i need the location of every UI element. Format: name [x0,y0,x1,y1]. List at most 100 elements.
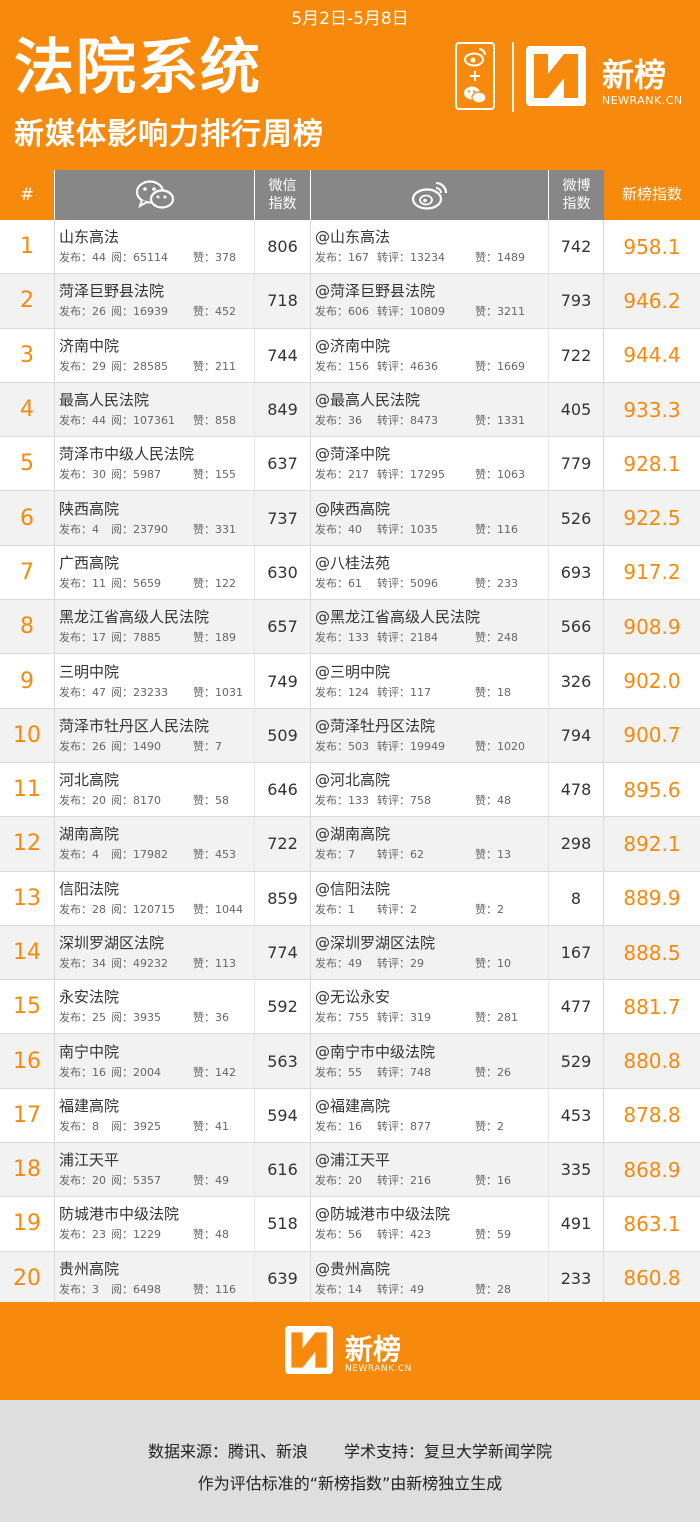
weibo-stat-reposts: 转评：423 [377,1226,475,1242]
wechat-stat-likes: 赞：142 [193,1064,253,1080]
stat-label: 发布： [59,902,92,916]
wechat-index-cell: 806 [254,220,310,274]
stat-label: 发布： [59,414,92,428]
weibo-stat-posts: 发布：167 [315,249,377,265]
stat-value: 14 [348,1282,362,1296]
wechat-stat-likes: 赞：41 [193,1118,253,1134]
stat-label: 赞： [193,1228,215,1242]
stat-label: 赞： [475,468,497,482]
weibo-stat-likes: 赞：116 [475,521,545,537]
weibo-stats: 发布：36 转评：8473 赞：1331 [315,412,545,428]
wechat-stat-reads: 阅：2004 [111,1064,193,1080]
wechat-index-cell: 722 [254,817,310,871]
stat-label: 转评： [377,414,410,428]
wechat-index-cell: 744 [254,328,310,382]
wechat-icon [464,86,487,104]
stat-value: 211 [215,359,236,373]
stat-value: 16 [497,1174,511,1188]
weibo-index-cell: 722 [548,328,604,382]
stat-value: 452 [215,305,236,319]
stat-label: 赞： [475,359,497,373]
weibo-icon [464,48,486,67]
stat-value: 18 [497,685,511,699]
stat-label: 发布： [59,957,92,970]
stat-value: 28585 [133,359,168,373]
stat-value: 1063 [497,468,525,482]
wechat-stat-reads: 阅：5987 [111,466,193,482]
weibo-account-cell: @最高人民法院 发布：36 转评：8473 赞：1331 [310,382,548,437]
stat-value: 44 [92,251,106,265]
stat-value: 16 [92,1065,106,1079]
stat-value: 378 [215,251,236,265]
newrank-score-cell: 868.9 [623,1157,681,1182]
table-row: 2 菏泽巨野县法院 发布：26 阅：16939 赞：452 718 @菏泽巨野县法院 发布：6… [0,274,700,329]
wechat-stat-reads: 阅：16939 [111,303,193,319]
table-row: 3 济南中院 发布：29 阅：28585 赞：211 744 @济南中院 发布：156 转评：4… [0,328,700,383]
weibo-account-cell: @河北高院 发布：133 转评：758 赞：48 [310,762,548,817]
wechat-stat-likes: 赞：116 [193,1281,253,1297]
wechat-index-cell: 774 [254,925,310,980]
wechat-stat-likes: 赞：1044 [193,901,253,917]
wechat-stat-reads: 阅：17982 [111,846,193,862]
wechat-stat-reads: 阅：120715 [111,901,193,917]
stat-label: 赞： [475,631,497,645]
weibo-stat-posts: 发布：7 [315,846,377,862]
stat-value: 133 [348,631,369,645]
table-row: 14 深圳罗湖区法院 发布：34 阅：49232 赞：113 774 @深圳罗湖区法院 发布：… [0,925,700,981]
stat-value: 6498 [133,1282,161,1296]
weibo-stat-likes: 赞：1331 [475,412,545,428]
stat-value: 29 [92,359,106,373]
wechat-stat-reads: 阅：107361 [111,412,193,428]
stat-value: 120715 [133,902,175,916]
stat-value: 49 [215,1174,229,1188]
rank-cell: 8 [20,614,34,640]
weibo-stat-likes: 赞：16 [475,1172,545,1188]
stat-value: 49 [348,957,362,970]
weibo-stat-posts: 发布：56 [315,1226,377,1242]
wechat-stats: 发布：4 阅：17982 赞：453 [59,846,253,862]
stat-label: 发布： [59,1011,92,1025]
data-source: 数据来源：腾讯、新浪 [147,1442,308,1461]
weibo-account-cell: @菏泽牡丹区法院 发布：503 转评：19949 赞：1020 [310,708,548,762]
col-rank-header: # [19,184,35,205]
wechat-stat-posts: 发布：30 [59,466,111,482]
rank-cell: 18 [13,1157,41,1183]
weibo-stat-likes: 赞：2 [475,1118,545,1134]
col-wechat-index-header: 微信 指数 [254,170,310,220]
wechat-stats: 发布：30 阅：5987 赞：155 [59,466,253,482]
weibo-index-cell: 335 [548,1143,604,1197]
plus-sign: + [468,65,482,85]
weibo-stat-likes: 赞：28 [475,1281,545,1297]
brand-name: 新榜 [602,56,667,94]
wechat-stats: 发布：29 阅：28585 赞：211 [59,358,253,374]
weibo-index-cell: 167 [548,925,604,980]
newrank-logo-icon [526,46,586,106]
stat-label: 阅： [111,685,133,699]
stat-value: 7 [215,739,222,753]
wechat-account-cell: 湖南高院发布：4 阅：17982 赞：453 [54,817,254,871]
weibo-stats: 发布：124 转评：117 赞：18 [315,684,545,700]
stat-value: 30 [92,468,106,482]
stat-label: 转评： [377,685,410,699]
stat-label: 发布： [315,957,348,970]
rank-cell: 16 [13,1048,41,1074]
stat-label: 发布： [315,848,348,862]
wechat-index-cell: 639 [254,1251,310,1305]
wechat-index-cell: 859 [254,871,310,925]
wechat-account-name: 湖南高院 [59,825,120,844]
weibo-index-cell: 8 [548,871,604,925]
weibo-stat-posts: 发布：16 [315,1118,377,1134]
wechat-index-cell: 509 [254,708,310,762]
weibo-account-cell: @黑龙江省高级人民法院 发布：133 转评：2184 赞：248 [310,600,548,654]
rank-cell: 1 [20,234,34,260]
wechat-stat-likes: 赞：453 [193,846,253,862]
stat-value: 49 [410,1282,424,1296]
wechat-account-name: 广西高院 [59,553,120,572]
weibo-account-cell: @济南中院 发布：156 转评：4636 赞：1669 [310,328,548,382]
stat-value: 61 [348,576,362,590]
brand-name: 新榜 [345,1333,402,1366]
wechat-stat-posts: 发布：44 [59,249,111,265]
stat-value: 167 [348,251,369,265]
stat-label: 转评： [377,1174,410,1188]
wechat-account-name: 菏泽市牡丹区人民法院 [59,716,210,735]
